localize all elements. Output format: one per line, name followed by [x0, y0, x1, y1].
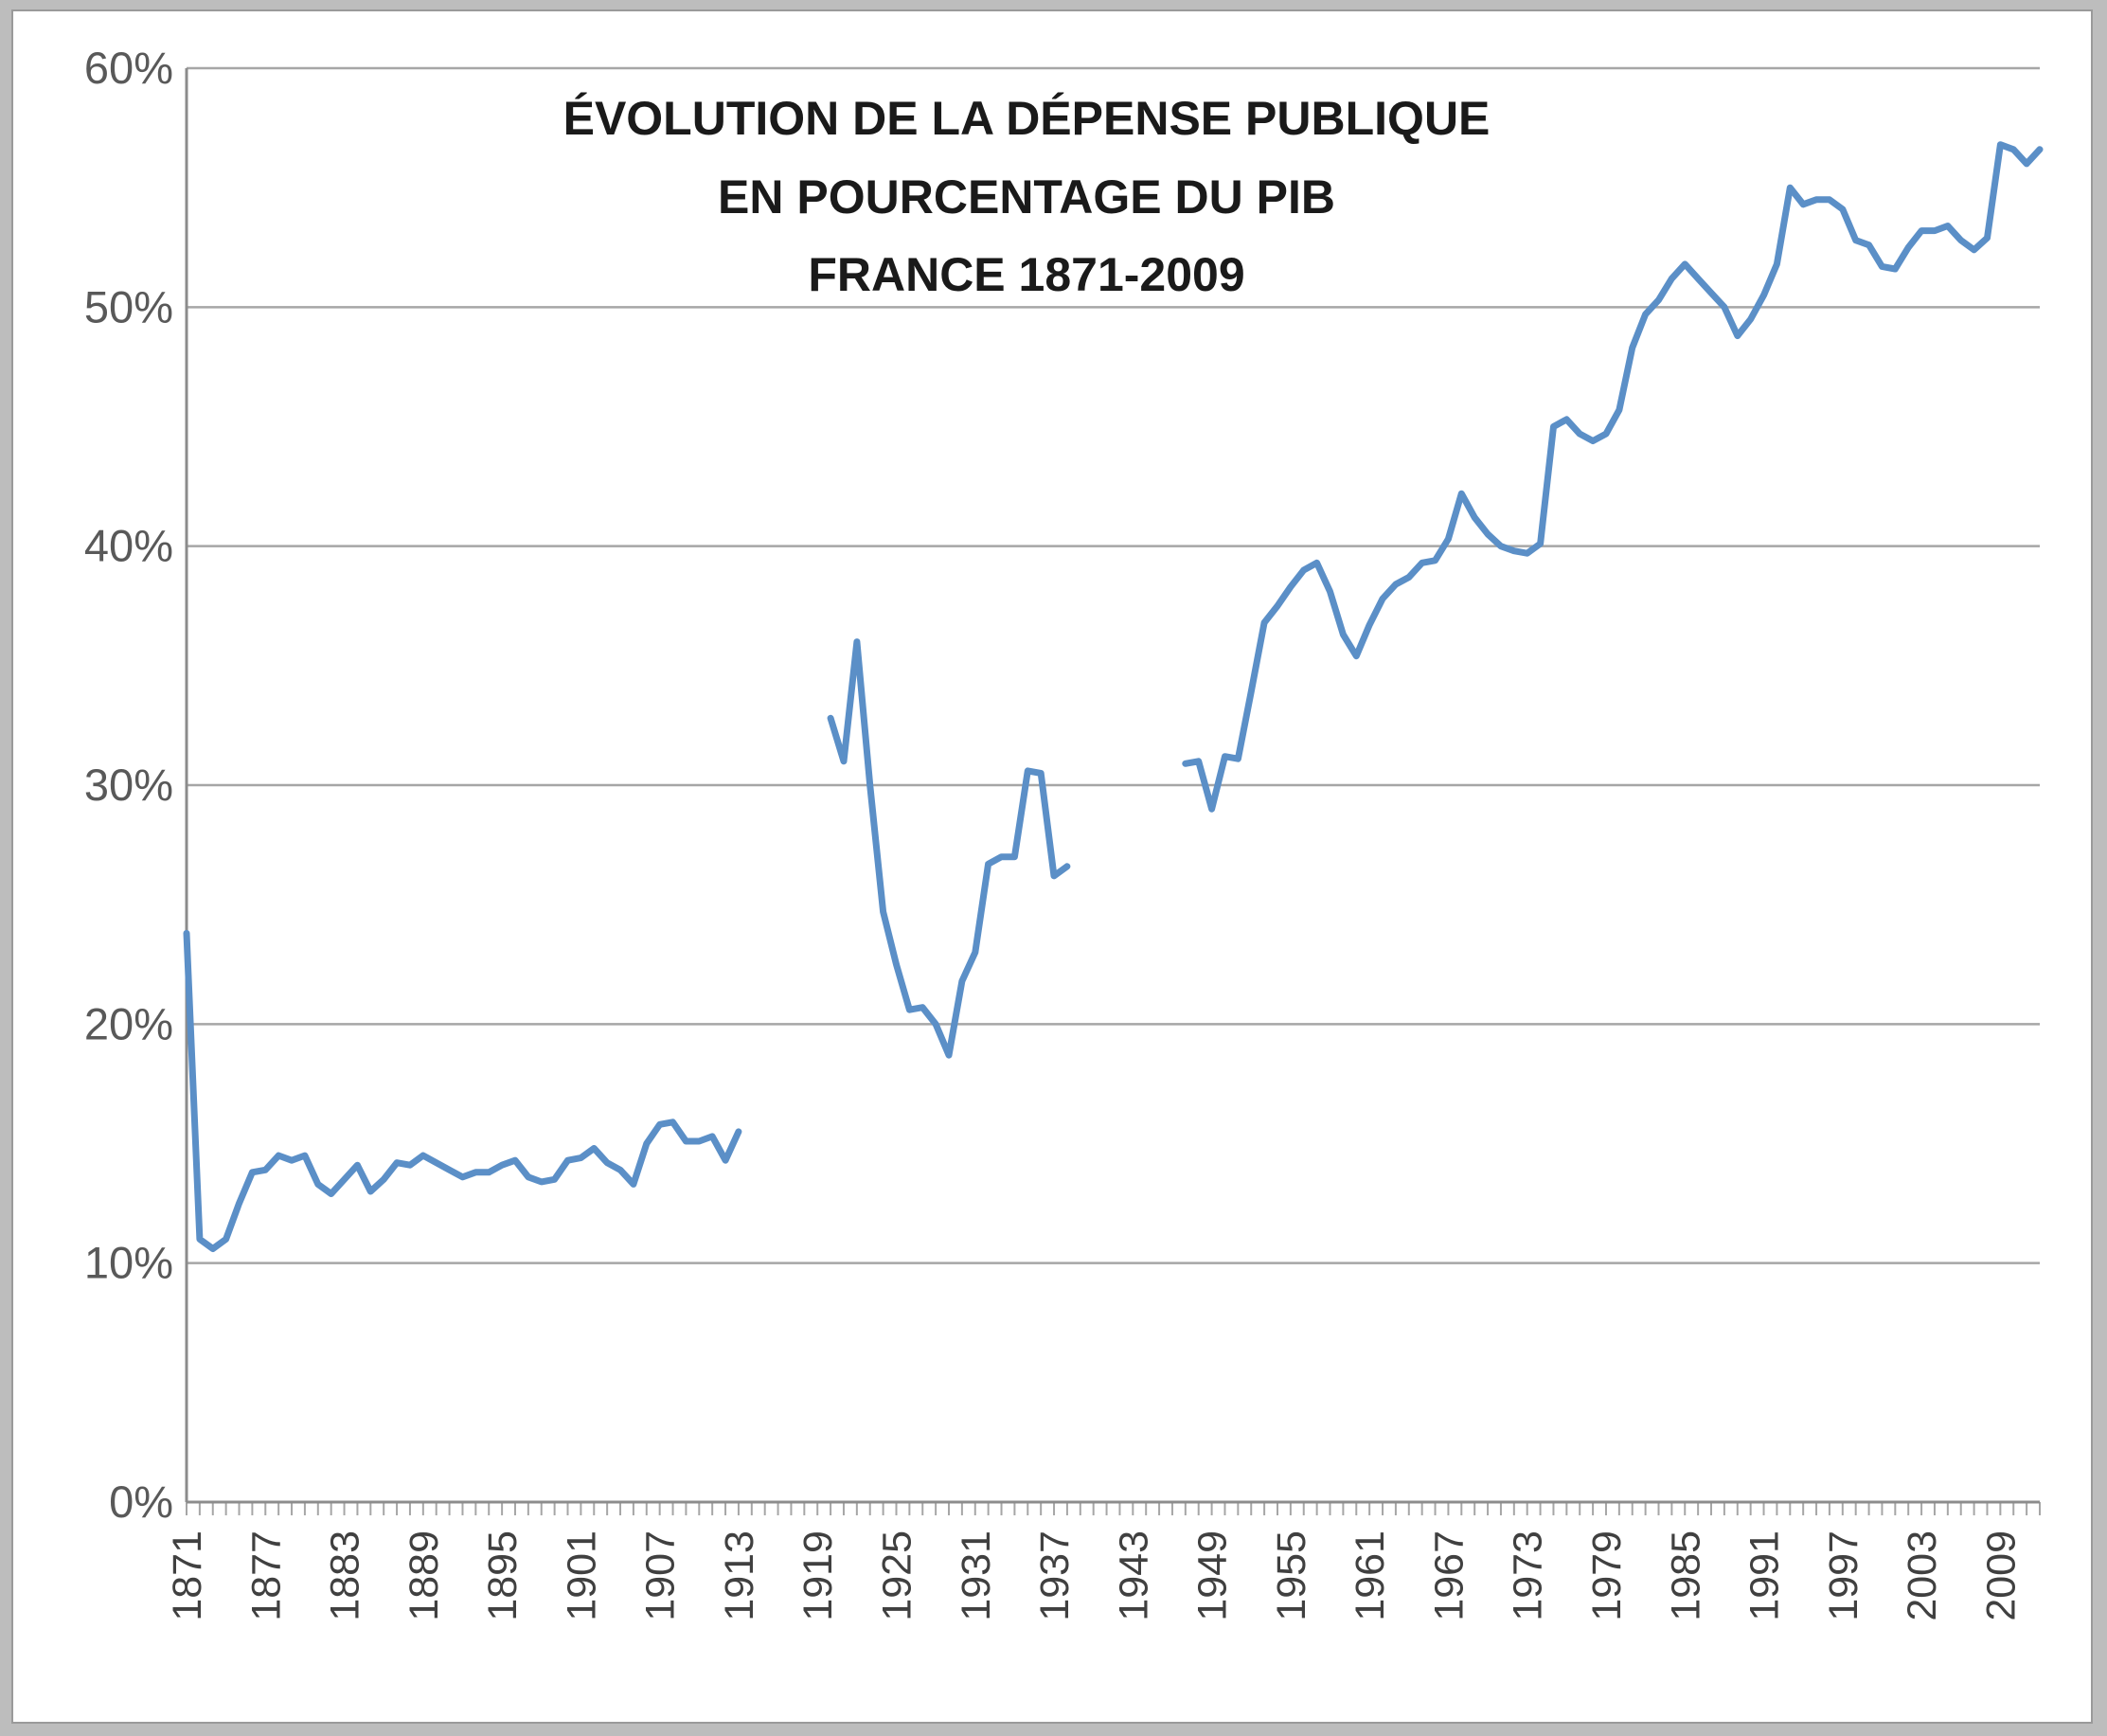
x-tick-label-1985: 1985	[1663, 1530, 1708, 1621]
x-tick-label-1871: 1871	[165, 1530, 210, 1621]
x-tick-label-1991: 1991	[1742, 1530, 1788, 1621]
x-tick-label-1955: 1955	[1269, 1530, 1314, 1621]
x-minor-ticks	[186, 1502, 2041, 1515]
chart-title-line-3: FRANCE 1871-2009	[808, 248, 1244, 301]
x-tick-label-2009: 2009	[1978, 1530, 2024, 1621]
x-tick-label-1895: 1895	[480, 1530, 526, 1621]
x-tick-label-1973: 1973	[1506, 1530, 1551, 1621]
x-tick-label-1949: 1949	[1190, 1530, 1236, 1621]
series-line-segment-1	[183, 929, 742, 1252]
x-tick-label-1931: 1931	[954, 1530, 999, 1621]
x-tick-label-2003: 2003	[1900, 1530, 1945, 1621]
chart-title-line-1: ÉVOLUTION DE LA DÉPENSE PUBLIQUE	[563, 92, 1491, 145]
y-tick-label-10: 10%	[84, 1238, 173, 1288]
x-tick-label-1901: 1901	[559, 1530, 604, 1621]
y-tick-label-50: 50%	[84, 281, 173, 331]
x-tick-label-1919: 1919	[795, 1530, 841, 1621]
x-axis-tick-labels: 1871 1877 1883 1889 1895 1901 1907 1913 1919 1925…	[165, 1530, 2024, 1621]
x-tick-label-1979: 1979	[1584, 1530, 1630, 1621]
y-tick-label-20: 20%	[84, 998, 173, 1048]
y-tick-label-30: 30%	[84, 760, 173, 810]
x-tick-label-1925: 1925	[874, 1530, 920, 1621]
x-tick-label-1877: 1877	[243, 1530, 289, 1621]
chart-title-line-2: EN POURCENTAGE DU PIB	[718, 170, 1335, 224]
series-line-segment-3	[1182, 141, 2044, 813]
x-tick-label-1907: 1907	[638, 1530, 684, 1621]
x-tick-label-1889: 1889	[402, 1530, 447, 1621]
x-tick-label-1943: 1943	[1111, 1530, 1156, 1621]
x-tick-label-1937: 1937	[1032, 1530, 1078, 1621]
y-axis-tick-labels: 0% 10% 20% 30% 40% 50% 60%	[84, 43, 173, 1527]
y-tick-label-0: 0%	[109, 1476, 173, 1527]
x-tick-label-1997: 1997	[1821, 1530, 1866, 1621]
line-chart: 0% 10% 20% 30% 40% 50% 60% 1871 1877 1883 1889 189…	[84, 43, 2044, 1621]
x-tick-label-1883: 1883	[323, 1530, 368, 1621]
chart-frame: 0% 10% 20% 30% 40% 50% 60% 1871 1877 1883 1889 189…	[11, 9, 2093, 1724]
series-depense-publique	[183, 141, 2044, 1252]
series-line-segment-2	[827, 638, 1071, 1059]
gridlines	[187, 66, 2040, 1264]
x-tick-label-1913: 1913	[717, 1530, 762, 1621]
y-tick-label-60: 60%	[84, 43, 173, 93]
chart-title: ÉVOLUTION DE LA DÉPENSE PUBLIQUE EN POUR…	[563, 92, 1491, 301]
x-tick-label-1967: 1967	[1426, 1530, 1472, 1621]
x-tick-label-1961: 1961	[1348, 1530, 1393, 1621]
y-tick-label-40: 40%	[84, 521, 173, 571]
